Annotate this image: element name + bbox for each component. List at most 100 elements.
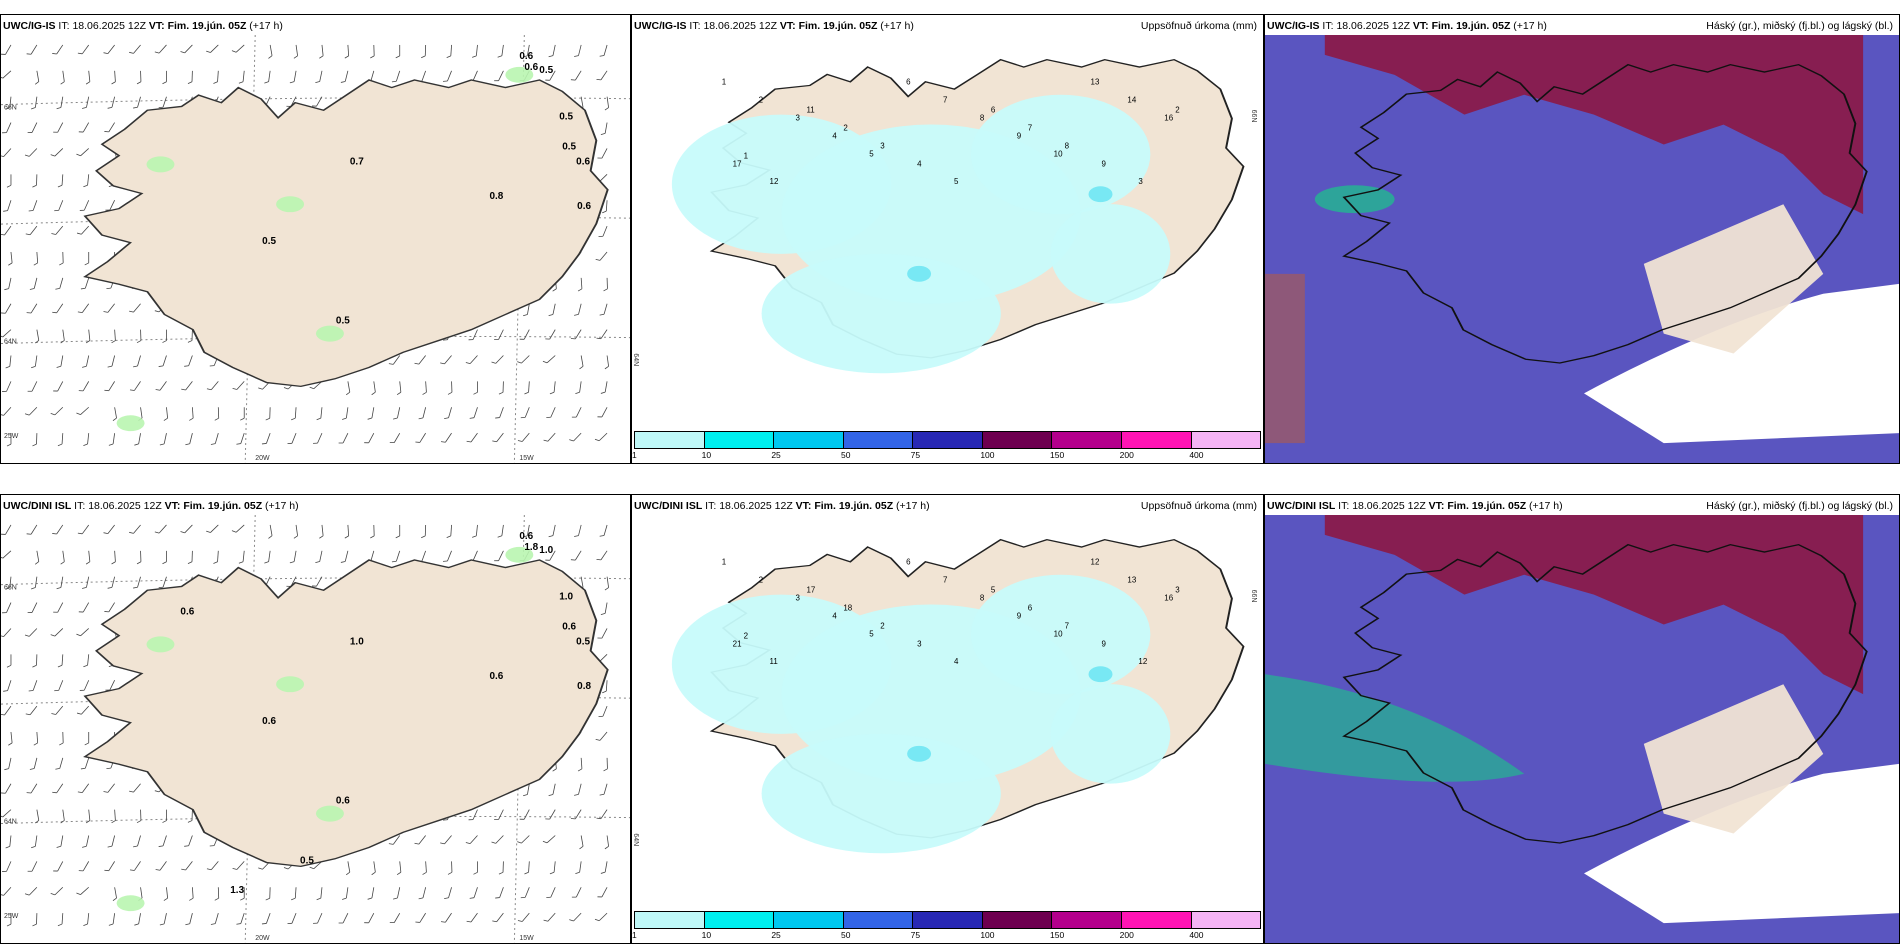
wind-barb [206,381,219,391]
wind-barb [548,783,556,796]
wind-barb [579,355,584,370]
cloud-map[interactable] [1265,35,1899,463]
wind-barb [189,887,194,901]
wind-barb [27,381,38,392]
wind-barb [291,887,297,901]
wind-barb [315,550,323,564]
wind-barb [31,576,38,590]
precip-area [1050,684,1171,784]
wind-barb [494,809,504,820]
precip-value-label: 1 [722,558,727,567]
wind-value-label: 0.8 [577,681,591,692]
wind-barb [77,303,90,313]
wind-barb [26,44,38,55]
wind-barb [440,355,452,365]
wind-barb [574,44,582,57]
wind-barb [33,251,39,266]
wind-barb [154,44,167,54]
wind-barb [56,576,64,590]
wind-barb [163,887,169,901]
precip-map[interactable]: 1 2 3 4 5 6 7 8 9 10 13 14 16 17 12 11 2 3 4 5 6 7 8 9 3 2 1 66N 64N [632,35,1263,429]
wind-barb [287,432,297,445]
wind-barb [2,861,12,872]
precip-value-label: 1 [744,151,749,160]
wind-barb [440,835,452,845]
wind-barb [1,550,12,559]
wind-barb [232,381,245,390]
wind-barb [594,432,608,442]
precip-value-label: 14 [1127,96,1136,105]
wind-barb [2,381,12,392]
wind-map[interactable]: 0.6 1.8 1.0 1.0 0.6 0.5 1.0 0.6 0.8 0.6 0.6 0.6 0.5 1… [1,515,630,943]
wind-barb [542,835,556,844]
wind-barb [133,96,141,109]
precip-value-label: 4 [917,159,922,168]
colorbar-label: 1 [632,450,637,460]
wind-barb [440,432,452,443]
wind-barb [80,277,90,290]
wind-barb [24,628,38,637]
colorbar-segment [1121,912,1192,928]
precip-patch [146,156,175,173]
precip-value-label: 16 [1164,594,1173,603]
wind-barb [105,680,115,691]
wind-barb [396,381,402,396]
wind-barb [78,122,90,133]
wind-barb [395,44,401,59]
iceland-outline [1342,543,1868,844]
colorbar-label: 400 [1189,450,1204,460]
wind-barb [31,96,38,110]
precip-map[interactable]: 1 2 3 4 5 6 7 8 9 10 12 13 16 21 11 17 18 2 3 4 5 6 7 9 12 3 2 66N 6… [632,515,1263,909]
lat-label: 64N [4,819,17,826]
colorbar-segment [913,432,983,448]
precip-title: Uppsöfnuð úrkoma (mm) [1140,500,1257,512]
wind-map[interactable]: 0.6 0.6 0.5 0.5 0.5 0.6 0.7 0.8 0.6 0.5 0.5 66N 64N 2… [1,35,630,463]
precip-value-label: 3 [795,594,800,603]
panel-header: UWC/IG-IS IT: 18.06.2025 12Z VT: Fim. 19… [1265,17,1899,37]
wind-barb [342,407,349,420]
wind-barb [105,200,115,211]
wind-barb [549,861,556,875]
wind-barb [25,705,38,716]
wind-barb [6,913,12,927]
wind-barb [28,200,38,212]
wind-value-label: 0.6 [262,716,276,727]
wind-barb [8,251,13,266]
colorbar-label: 75 [910,930,921,940]
iceland-outline [83,79,609,388]
wind-value-label: 0.5 [336,316,350,327]
wind-value-label: 1.0 [559,592,573,603]
wind-barb [50,886,64,896]
wind-barb [316,887,323,901]
wind-barb [107,835,116,848]
wind-barb [492,432,504,443]
precip-value-label: 10 [1054,629,1063,638]
wind-barb [604,355,609,370]
cloud-map[interactable] [1265,515,1899,943]
wind-barb [133,576,141,589]
wind-barb [472,524,478,538]
wind-barb [129,524,141,534]
wind-barb [129,783,141,793]
wind-barb [577,757,583,772]
wind-barb [312,96,323,107]
wind-barb [187,809,193,823]
wind-barb [104,381,115,392]
precip-value-label: 11 [806,106,815,115]
wind-barb [34,809,40,824]
precip-value-label: 8 [980,594,985,603]
colorbar-segment [704,432,775,448]
lon-label: 15W [519,935,534,942]
wind-barb [60,70,65,85]
wind-barb [446,524,452,538]
wind-value-label: 0.6 [489,671,503,682]
wind-barb [268,44,273,59]
wind-barb [344,44,350,59]
precip-area [761,733,1001,854]
precip-value-label: 3 [795,114,800,123]
wind-barb [129,861,141,871]
wind-barb [50,628,64,637]
wind-barb [473,861,478,875]
wind-barb [597,148,608,159]
wind-barb [158,835,167,847]
